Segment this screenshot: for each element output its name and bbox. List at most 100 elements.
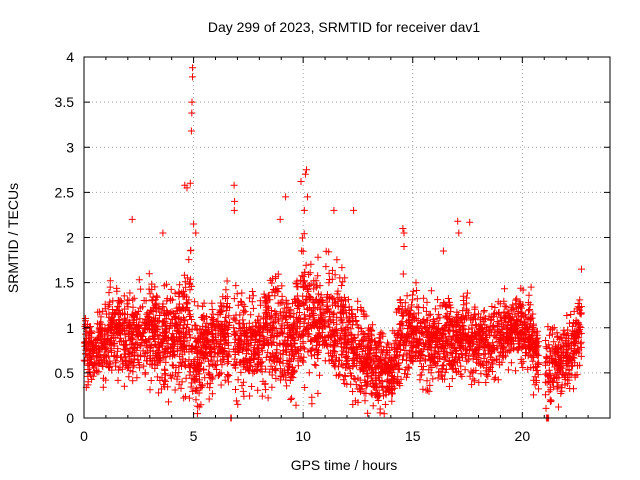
data-point xyxy=(364,409,372,417)
data-point xyxy=(146,386,154,394)
data-point xyxy=(182,393,189,401)
data-point xyxy=(325,279,333,287)
data-point xyxy=(519,364,527,371)
data-point xyxy=(360,389,368,397)
data-point xyxy=(525,291,533,299)
data-point xyxy=(325,269,333,277)
data-point xyxy=(530,391,537,399)
data-point xyxy=(339,278,347,286)
data-point xyxy=(270,332,278,340)
data-point xyxy=(314,253,322,261)
data-point xyxy=(306,269,314,277)
data-point xyxy=(108,348,115,356)
data-point xyxy=(106,326,114,334)
data-point xyxy=(510,345,517,353)
data-point xyxy=(205,323,212,331)
data-point xyxy=(499,345,507,353)
data-point xyxy=(266,368,274,376)
data-point xyxy=(214,372,222,379)
data-point xyxy=(209,316,217,324)
data-point xyxy=(331,363,339,371)
data-point xyxy=(310,299,318,307)
data-point xyxy=(196,330,204,338)
data-point xyxy=(180,333,187,341)
data-point xyxy=(435,310,443,318)
data-point xyxy=(155,389,163,397)
data-point xyxy=(347,344,355,352)
data-point xyxy=(425,352,433,360)
data-point xyxy=(402,333,410,341)
data-point xyxy=(162,358,170,366)
data-point xyxy=(447,304,455,312)
data-point xyxy=(403,325,411,332)
data-point xyxy=(239,387,247,395)
data-point xyxy=(381,355,389,363)
data-point xyxy=(490,322,497,329)
data-point xyxy=(557,344,565,351)
data-point xyxy=(482,379,490,386)
data-point xyxy=(276,215,284,223)
data-point xyxy=(129,348,137,356)
data-point xyxy=(423,377,431,385)
data-point xyxy=(191,298,199,306)
data-point xyxy=(304,287,312,295)
data-point xyxy=(369,321,377,329)
data-point xyxy=(425,337,433,345)
data-point xyxy=(220,347,227,355)
data-point xyxy=(118,365,126,373)
data-point xyxy=(342,297,349,305)
data-point xyxy=(284,300,292,308)
data-point xyxy=(446,327,454,335)
data-point xyxy=(546,326,554,334)
data-point xyxy=(519,358,527,366)
data-point xyxy=(274,270,282,278)
data-point xyxy=(359,307,367,315)
data-point xyxy=(160,282,168,290)
data-point xyxy=(326,323,334,331)
data-point xyxy=(369,357,377,365)
data-point xyxy=(401,366,409,374)
data-point xyxy=(391,353,399,361)
data-point xyxy=(276,365,284,373)
data-point xyxy=(247,311,255,319)
data-point xyxy=(342,323,350,331)
data-point xyxy=(120,382,128,390)
data-point xyxy=(349,338,357,346)
data-point xyxy=(224,332,232,340)
data-point xyxy=(121,331,129,339)
data-point xyxy=(99,383,107,391)
data-point xyxy=(233,397,241,405)
data-point xyxy=(225,358,232,365)
data-point xyxy=(171,351,179,359)
data-point xyxy=(245,325,253,333)
data-point xyxy=(419,366,427,374)
data-point xyxy=(454,319,462,327)
data-point xyxy=(302,261,310,269)
data-point xyxy=(332,337,339,345)
data-point xyxy=(529,337,537,345)
data-point xyxy=(277,376,285,384)
data-point xyxy=(445,383,453,390)
data-point xyxy=(248,298,256,306)
data-point xyxy=(265,292,273,300)
data-point xyxy=(297,345,305,353)
data-point xyxy=(547,397,555,405)
data-point xyxy=(412,326,420,334)
data-point xyxy=(293,277,301,285)
data-point xyxy=(433,338,441,346)
data-point xyxy=(438,371,446,379)
data-point xyxy=(426,336,434,344)
data-point xyxy=(287,396,295,403)
data-point xyxy=(398,330,406,338)
data-point xyxy=(353,351,361,358)
data-point xyxy=(444,295,452,302)
data-point xyxy=(131,340,139,348)
data-point xyxy=(191,356,199,364)
data-point xyxy=(265,356,273,364)
data-point xyxy=(376,330,384,338)
data-point xyxy=(452,323,460,330)
data-point xyxy=(294,333,302,341)
data-point xyxy=(313,341,321,349)
data-point xyxy=(200,299,208,307)
data-point xyxy=(239,316,247,324)
